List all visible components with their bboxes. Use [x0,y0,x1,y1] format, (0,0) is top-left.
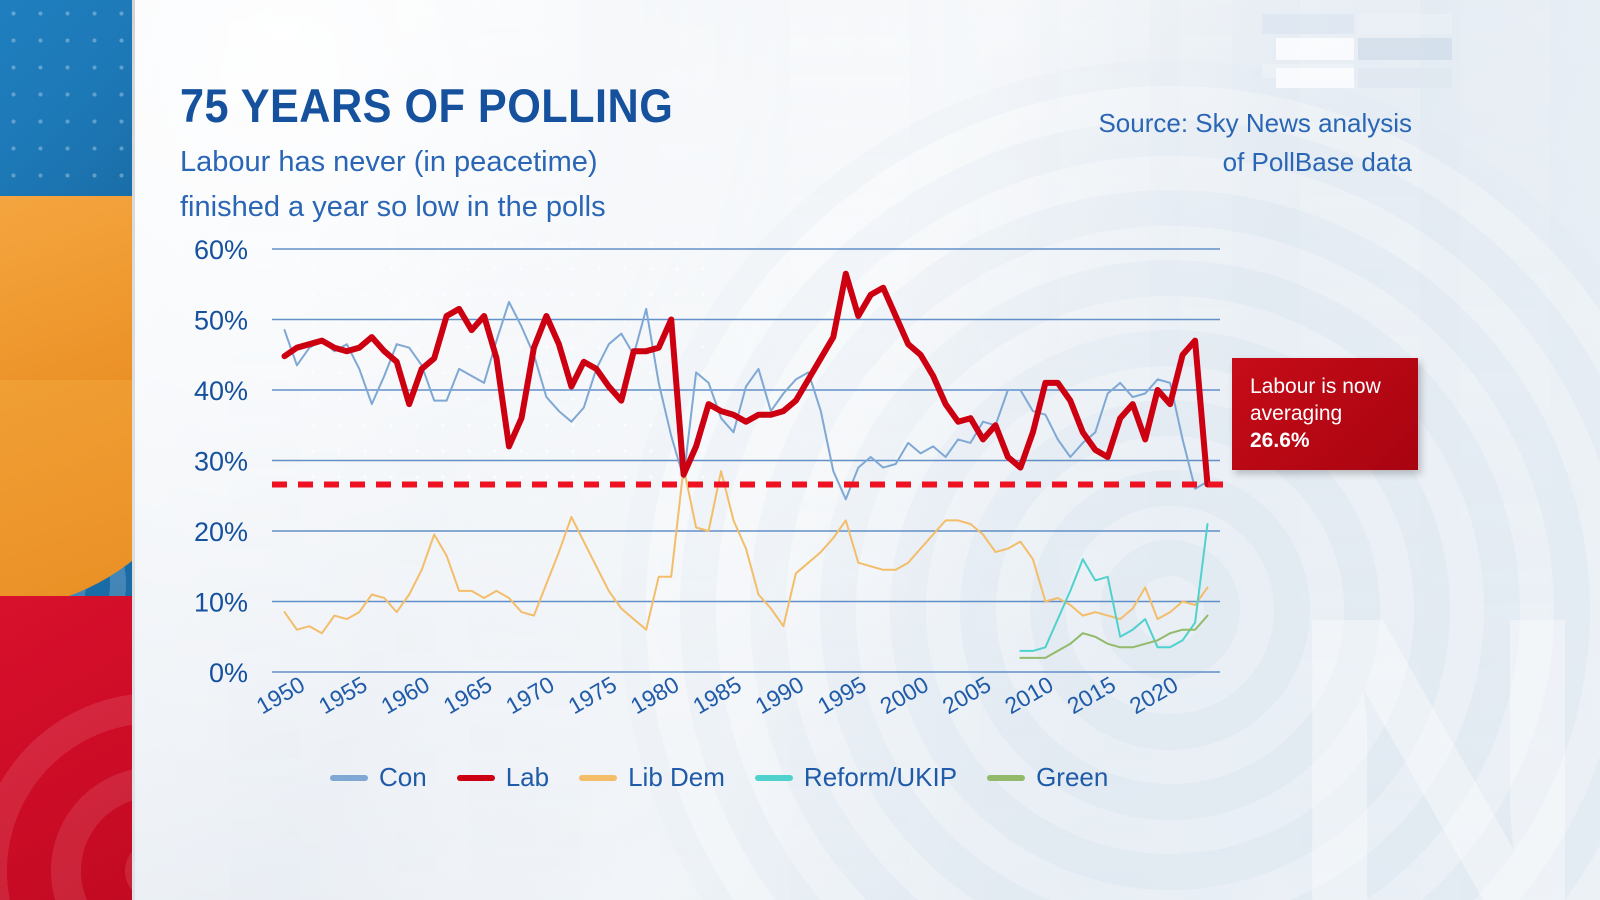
legend-label: Reform/UKIP [803,762,958,792]
brand-bar-edge [132,0,135,900]
x-axis-tick-label: 2010 [1000,671,1057,719]
x-axis-tick-label: 1965 [439,671,496,719]
legend-item-green[interactable]: Green [987,762,1108,793]
series-line-con [283,300,1209,501]
labour-average-callout: Labour is now averaging 26.6% [1232,358,1418,470]
x-axis-tick-label: 1975 [564,671,621,719]
y-axis-tick-label: 0% [209,658,248,688]
x-axis-tick-label: 2020 [1125,671,1182,719]
x-axis-tick-label: 2015 [1063,671,1120,719]
decorative-block-0 [1262,14,1354,34]
y-axis-tick-label: 20% [194,517,248,547]
x-axis-tick-label: 1980 [626,671,683,719]
brand-segment-blue-top [0,0,132,196]
legend-label: Lab [505,762,550,792]
legend-swatch-icon [987,774,1026,781]
callout-line-1: Labour is now [1250,375,1381,398]
brand-segment-red [0,596,132,900]
sky-brand-bar [0,0,132,900]
decorative-block-1 [1358,14,1452,34]
legend-item-lab[interactable]: Lab [456,762,550,793]
source-line-1: Source: Sky News analysis [1098,108,1412,138]
x-axis-tick-label: 1950 [252,671,309,719]
y-axis-tick-label: 30% [194,447,248,477]
series-line-lab [281,270,1211,488]
decorative-block-2 [1276,38,1354,60]
series-line-green [1019,614,1209,659]
legend-label: Con [379,762,427,792]
x-axis-tick-label: 2000 [875,671,932,719]
y-axis-tick-label: 40% [194,376,248,406]
x-axis-tick-label: 2005 [938,671,995,719]
x-axis-tick-label: 1985 [688,671,745,719]
callout-value: 26.6% [1250,429,1310,452]
y-axis-tick-label: 60% [194,235,248,265]
legend-swatch-icon [754,774,793,781]
chart-x-axis-labels: 1950 1955 1960 1965 1970 1975 1980 1985 1990 1995… [252,671,1182,719]
page-title: 75 YEARS OF POLLING [180,79,674,132]
legend-swatch-icon [579,774,618,781]
callout-line-2: averaging [1250,402,1343,425]
decorative-block-5 [1276,68,1354,88]
x-axis-tick-label: 1955 [314,671,371,719]
source-attribution: Source: Sky News analysis of PollBase da… [1098,104,1412,182]
background-watermark: N [1283,528,1594,900]
legend-item-lib-dem[interactable]: Lib Dem [579,762,725,793]
legend-item-reform-ukip[interactable]: Reform/UKIP [754,762,958,793]
chart-series-group [281,270,1211,659]
legend-item-con[interactable]: Con [330,762,427,793]
brand-orange-curve [0,380,132,610]
x-axis-tick-label: 1970 [501,671,558,719]
chart-legend: Con Lab Lib Dem Reform/UKIP Green [330,762,1190,793]
page-subtitle: Labour has never (in peacetime) finished… [180,140,606,230]
decorative-block-6 [1358,68,1452,88]
legend-label: Lib Dem [628,762,725,792]
subtitle-line-1: Labour has never (in peacetime) [180,146,598,178]
chart-gridlines [272,248,1220,673]
legend-swatch-icon [456,774,495,781]
x-axis-tick-label: 1990 [751,671,808,719]
y-axis-tick-label: 50% [194,306,248,336]
x-axis-tick-label: 1995 [813,671,870,719]
legend-swatch-icon [330,774,368,781]
x-axis-tick-label: 1960 [377,671,434,719]
decorative-blocks [1262,14,1452,94]
series-line-lib-dem [283,466,1209,635]
decorative-block-3 [1358,38,1452,60]
chart-y-axis-labels: 0% 10% 20% 30% 40% 50% 60% [194,235,248,688]
series-line-reform-ukip [1019,523,1209,652]
subtitle-line-2: finished a year so low in the polls [180,191,606,223]
legend-label: Green [1036,762,1109,792]
brand-segment-orange [0,196,132,414]
y-axis-tick-label: 10% [194,588,248,618]
source-line-2: of PollBase data [1222,147,1412,177]
